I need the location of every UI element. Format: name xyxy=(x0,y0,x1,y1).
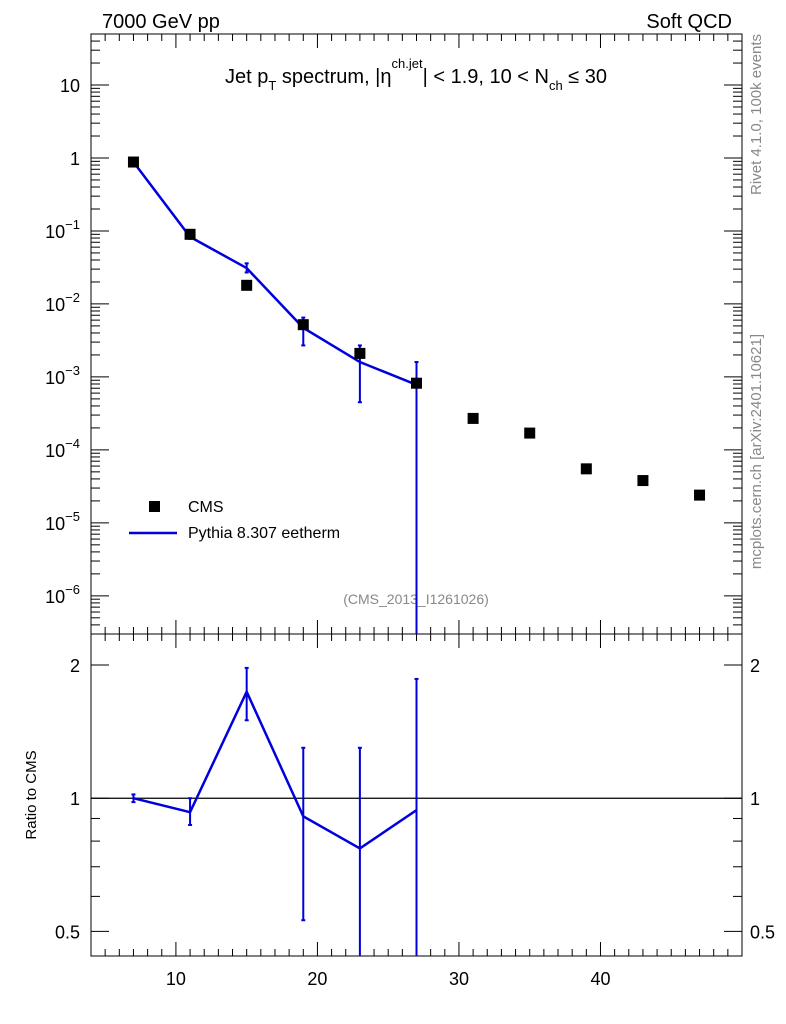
cms-data-point xyxy=(524,427,536,439)
cms-data-point xyxy=(467,412,479,424)
x-tick-label: 40 xyxy=(590,969,610,989)
title-part-c-sub: ch xyxy=(549,78,563,93)
legend: CMS Pythia 8.307 eetherm xyxy=(129,499,340,542)
y-tick-label: 10−1 xyxy=(45,217,80,242)
cms-data-point xyxy=(297,319,309,331)
ratio-y-tick-label-right: 0.5 xyxy=(750,922,775,942)
main-plot-area xyxy=(127,156,706,634)
y-tick-label: 1 xyxy=(70,149,80,169)
ratio-axis-ticks: 10 20 30 40 0.5 0.5 1 1 2 2 xyxy=(55,634,775,989)
title-part-a: Jet p xyxy=(225,66,268,88)
y-tick-label: 10 xyxy=(60,76,80,96)
plot-title: Jet pT spectrum, |ηch.jet| < 1.9, 10 < N… xyxy=(225,56,607,93)
y-tick-label-base: 10 xyxy=(45,441,65,461)
y-tick-label: 10−6 xyxy=(45,582,80,607)
ratio-y-tick-label: 2 xyxy=(70,656,80,676)
y-tick-label: 10−5 xyxy=(45,509,80,534)
side-label-mcplots: mcplots.cern.ch [arXiv:2401.10621] xyxy=(748,334,765,569)
y-tick-label: 10−3 xyxy=(45,363,80,388)
y-tick-label-exp: −3 xyxy=(65,363,80,378)
title-part-b-sup: ch.jet xyxy=(392,56,423,71)
ratio-series-line xyxy=(133,688,418,850)
y-tick-label-exp: −1 xyxy=(65,217,80,232)
y-tick-label-base: 10 xyxy=(45,295,65,315)
x-tick-label: 30 xyxy=(449,969,469,989)
title-part-c: | < 1.9, 10 < N xyxy=(423,66,549,88)
ratio-plot-area xyxy=(91,666,742,956)
y-tick-label-base: 10 xyxy=(45,514,65,534)
cms-data-point xyxy=(411,377,422,389)
y-tick-label-base: 10 xyxy=(45,368,65,388)
y-tick-label-base: 10 xyxy=(45,222,65,242)
y-tick-label-exp: −6 xyxy=(65,582,80,597)
cms-data-point xyxy=(354,347,366,359)
title-part-d: ≤ 30 xyxy=(563,66,607,88)
header-category-label: Soft QCD xyxy=(646,11,732,33)
y-tick-label-exp: −5 xyxy=(65,509,80,524)
cms-data-point xyxy=(637,475,649,487)
x-tick-label: 10 xyxy=(166,969,186,989)
cms-data-point xyxy=(580,463,592,475)
y-tick-label-exp: −2 xyxy=(65,290,80,305)
y-tick-label: 10−2 xyxy=(45,290,80,315)
ratio-y-axis-label: Ratio to CMS xyxy=(23,750,40,839)
cms-data-point xyxy=(184,228,196,240)
ratio-y-tick-label-right: 2 xyxy=(750,656,760,676)
ratio-y-tick-label: 1 xyxy=(70,789,80,809)
header-energy-label: 7000 GeV pp xyxy=(102,11,220,33)
legend-label-cms: CMS xyxy=(188,499,224,516)
ratio-y-tick-label-right: 1 xyxy=(750,789,760,809)
cms-data-point xyxy=(694,489,706,501)
x-tick-label: 20 xyxy=(307,969,327,989)
cms-data-point xyxy=(241,279,253,291)
y-tick-label-exp: −4 xyxy=(65,436,80,451)
title-part-a-sub: T xyxy=(268,78,276,93)
y-tick-label: 10−4 xyxy=(45,436,80,461)
y-tick-label-base: 10 xyxy=(45,587,65,607)
ratio-y-tick-label: 0.5 xyxy=(55,922,80,942)
mc-series-line xyxy=(132,161,417,386)
side-label-rivet: Rivet 4.1.0, 100k events xyxy=(748,34,765,195)
legend-label-mc: Pythia 8.307 eetherm xyxy=(188,525,340,542)
cms-data-point xyxy=(127,156,139,168)
legend-marker-cms xyxy=(149,501,160,512)
title-part-b: spectrum, |η xyxy=(276,66,391,88)
